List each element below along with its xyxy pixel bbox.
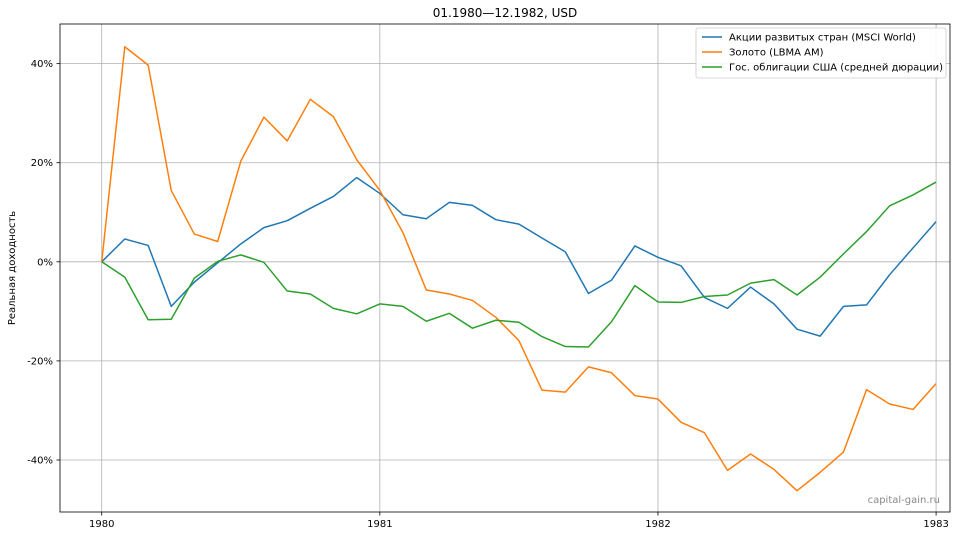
plot-frame [59,23,951,513]
watermark: capital-gain.ru [868,495,940,506]
y-tick-label: 0% [37,257,53,268]
x-axis: 1980 1981 1982 1983 [89,512,949,530]
y-tick-label: -40% [27,455,53,466]
legend-label: Гос. облигации США (средней дюрации) [729,63,943,74]
y-tick-label: 20% [31,158,53,169]
x-tick-label: 1981 [367,519,392,530]
legend-label: Акции развитых стран (MSCI World) [729,33,916,44]
y-axis-label: Реальная доходность [7,211,18,325]
chart-title: 01.1980—12.1982, USD [433,6,578,20]
series-lines [100,46,937,492]
series-line-3 [101,181,937,348]
legend-box [695,27,947,79]
y-axis: -40% -20% 0% 20% 40% [27,59,60,466]
x-tick-label: 1983 [923,519,948,530]
x-tick-label: 1982 [645,519,670,530]
y-tick-label: 40% [31,59,53,70]
legend: Акции развитых стран (MSCI World) Золото … [695,27,947,79]
series-line-1 [101,176,937,337]
series-line-2 [100,46,937,492]
y-tick-label: -20% [27,356,53,367]
x-tick-label: 1980 [89,519,114,530]
legend-label: Золото (LBMA AM) [729,48,824,59]
